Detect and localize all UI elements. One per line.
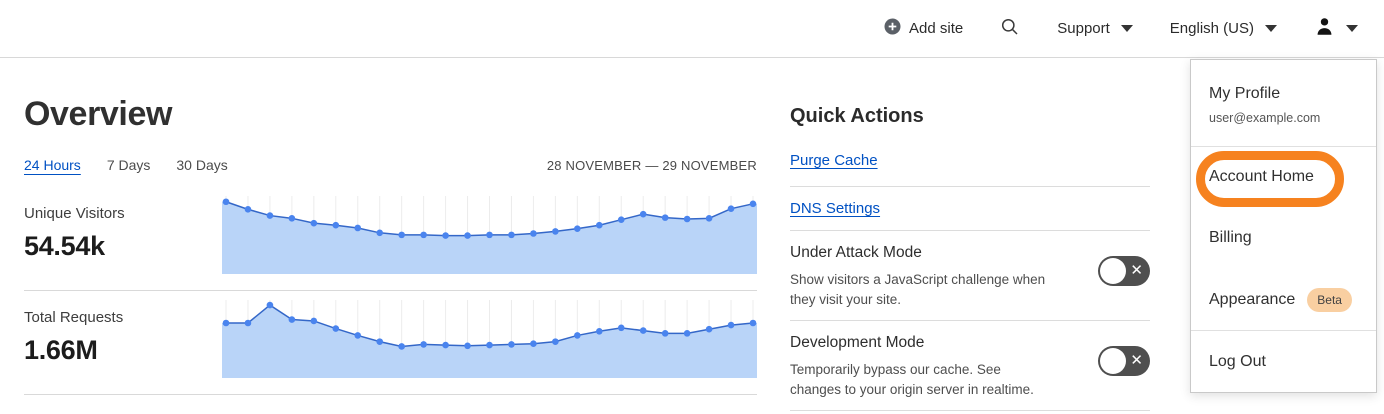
language-menu[interactable]: English (US) [1170, 20, 1277, 37]
tab-30-days[interactable]: 30 Days [176, 157, 228, 173]
language-label: English (US) [1169, 20, 1254, 37]
support-label: Support [1057, 20, 1110, 37]
under-attack-mode-description: Show visitors a JavaScript challenge whe… [790, 272, 1046, 307]
under-attack-mode-row: Under Attack Mode Show visitors a JavaSc… [790, 231, 1150, 322]
development-mode-description: Temporarily bypass our cache. See change… [790, 362, 1034, 397]
unique-visitors-row: Unique Visitors 54.54k [24, 196, 757, 274]
overview-section: Overview 24 Hours 7 Days 30 Days 28 NOVE… [24, 58, 757, 395]
chevron-down-icon [1346, 25, 1358, 32]
chevron-down-icon [1120, 25, 1133, 32]
development-mode-row: Development Mode Temporarily bypass our … [790, 321, 1150, 412]
dns-settings-link[interactable]: DNS Settings [790, 200, 881, 217]
add-site-label: Add site [909, 20, 964, 37]
divider [24, 394, 757, 395]
menu-item-appearance[interactable]: Appearance Beta [1191, 269, 1376, 330]
page-title: Overview [24, 95, 173, 133]
development-mode-toggle[interactable]: ✕ [1098, 346, 1150, 377]
time-range-tabs: 24 Hours 7 Days 30 Days 28 NOVEMBER — 29… [24, 157, 757, 173]
purge-cache-link[interactable]: Purge Cache [790, 152, 878, 169]
toggle-knob [1100, 348, 1126, 375]
account-dropdown-menu: My Profile user@example.com Account Home… [1190, 59, 1377, 393]
toggle-off-x-icon: ✕ [1130, 352, 1143, 370]
user-icon [1314, 16, 1335, 41]
metric-label: Total Requests [24, 309, 124, 326]
development-mode-title: Development Mode [790, 334, 925, 352]
total-requests-info: Total Requests 1.66M [24, 300, 222, 378]
plus-circle-icon [884, 18, 901, 39]
top-navigation-bar: Add site Support English (US) [0, 0, 1384, 58]
my-profile-menu-item[interactable]: My Profile user@example.com [1191, 60, 1376, 147]
tab-7-days[interactable]: 7 Days [106, 157, 151, 173]
account-menu-button[interactable] [1314, 16, 1358, 41]
menu-item-log-out[interactable]: Log Out [1191, 330, 1376, 392]
date-range-label: 28 NOVEMBER — 29 NOVEMBER [546, 158, 757, 173]
profile-email: user@example.com [1209, 111, 1321, 125]
tab-24-hours[interactable]: 24 Hours [24, 157, 81, 173]
divider [24, 290, 757, 291]
quick-actions-title: Quick Actions [790, 105, 924, 127]
dns-settings-row: DNS Settings [790, 187, 1150, 231]
unique-visitors-chart [222, 196, 757, 274]
menu-item-account-home[interactable]: Account Home [1209, 168, 1314, 185]
toggle-off-x-icon: ✕ [1130, 262, 1143, 280]
unique-visitors-info: Unique Visitors 54.54k [24, 196, 222, 274]
under-attack-mode-title: Under Attack Mode [790, 244, 922, 261]
quick-actions-panel: Quick Actions Purge Cache DNS Settings U… [790, 58, 1150, 412]
chevron-down-icon [1265, 25, 1277, 32]
search-icon [1000, 17, 1020, 41]
development-mode-text: Development Mode Temporarily bypass our … [790, 334, 1098, 399]
appearance-label: Appearance [1209, 290, 1296, 308]
under-attack-mode-toggle[interactable]: ✕ [1098, 256, 1150, 286]
total-requests-chart [222, 300, 757, 378]
beta-badge: Beta [1307, 287, 1352, 312]
total-requests-row: Total Requests 1.66M [24, 300, 757, 378]
my-profile-label: My Profile [1209, 85, 1281, 102]
metric-value: 1.66M [24, 335, 98, 365]
toggle-knob [1100, 258, 1126, 284]
support-menu[interactable]: Support [1057, 20, 1133, 37]
purge-cache-row: Purge Cache [790, 128, 1150, 187]
metric-value: 54.54k [24, 231, 105, 261]
menu-item-billing[interactable]: Billing [1209, 229, 1252, 246]
under-attack-mode-text: Under Attack Mode Show visitors a JavaSc… [790, 244, 1098, 309]
add-site-button[interactable]: Add site [884, 18, 963, 39]
metric-label: Unique Visitors [24, 205, 125, 222]
search-button[interactable] [1000, 17, 1020, 41]
